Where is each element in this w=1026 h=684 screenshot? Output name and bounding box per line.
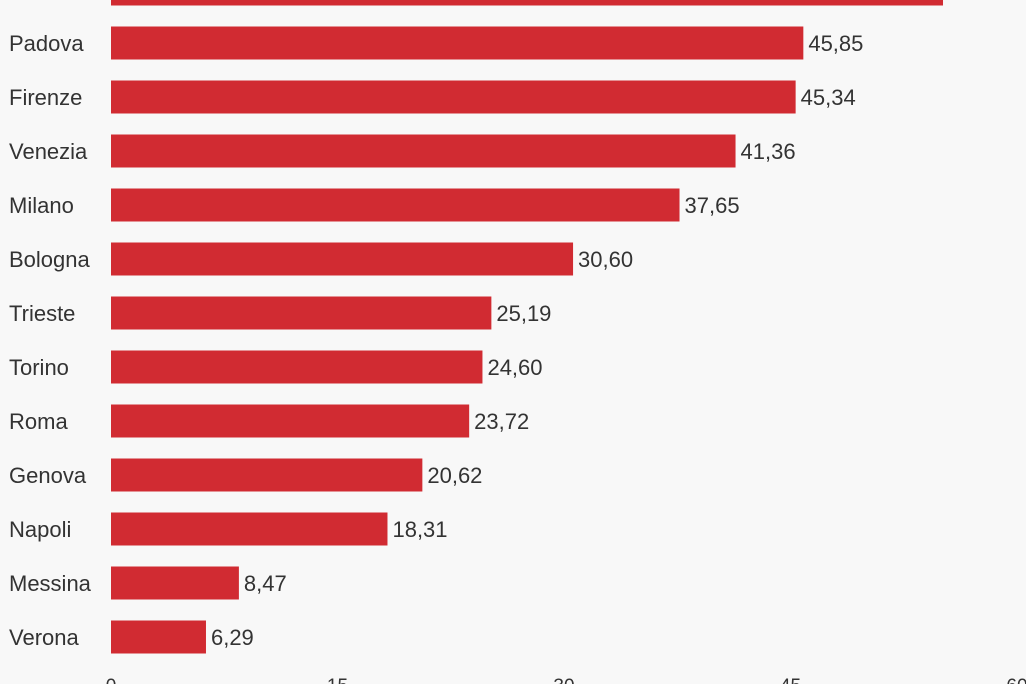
bar	[111, 0, 944, 6]
value-label: 45,34	[801, 85, 856, 110]
value-label: 45,85	[808, 31, 863, 56]
value-label: 8,47	[244, 571, 287, 596]
value-label: 18,31	[392, 517, 447, 542]
value-label: 41,36	[741, 139, 796, 164]
x-tick-label: 15	[327, 676, 348, 684]
x-tick-label: 0	[106, 676, 117, 684]
bar	[111, 566, 239, 600]
bar	[111, 404, 470, 438]
bar	[111, 188, 680, 222]
category-label: Venezia	[9, 139, 88, 164]
bar	[111, 458, 423, 492]
x-tick-label: 30	[553, 676, 574, 684]
value-label: 30,60	[578, 247, 633, 272]
value-label: 6,29	[211, 625, 254, 650]
bar	[111, 512, 388, 546]
category-label: Torino	[9, 355, 69, 380]
category-label: Padova	[9, 31, 84, 56]
bar	[111, 80, 796, 114]
bar	[111, 350, 483, 384]
bar	[111, 242, 574, 276]
value-label: 25,19	[496, 301, 551, 326]
x-tick-label: 45	[780, 676, 801, 684]
bar	[111, 620, 206, 654]
category-label: Bologna	[9, 247, 91, 272]
bar	[111, 296, 492, 330]
category-label: Roma	[9, 409, 68, 434]
category-label: Genova	[9, 463, 87, 488]
category-label: Milano	[9, 193, 74, 218]
category-label: Napoli	[9, 517, 71, 542]
bar	[111, 134, 736, 168]
x-tick-label: 60	[1006, 676, 1026, 684]
value-label: 24,60	[487, 355, 542, 380]
category-label: Messina	[9, 571, 92, 596]
bar	[111, 26, 804, 60]
value-label: 23,72	[474, 409, 529, 434]
value-label: 20,62	[427, 463, 482, 488]
category-label: Verona	[9, 625, 79, 650]
category-label: Trieste	[9, 301, 75, 326]
value-label: 37,65	[685, 193, 740, 218]
category-label: Firenze	[9, 85, 82, 110]
